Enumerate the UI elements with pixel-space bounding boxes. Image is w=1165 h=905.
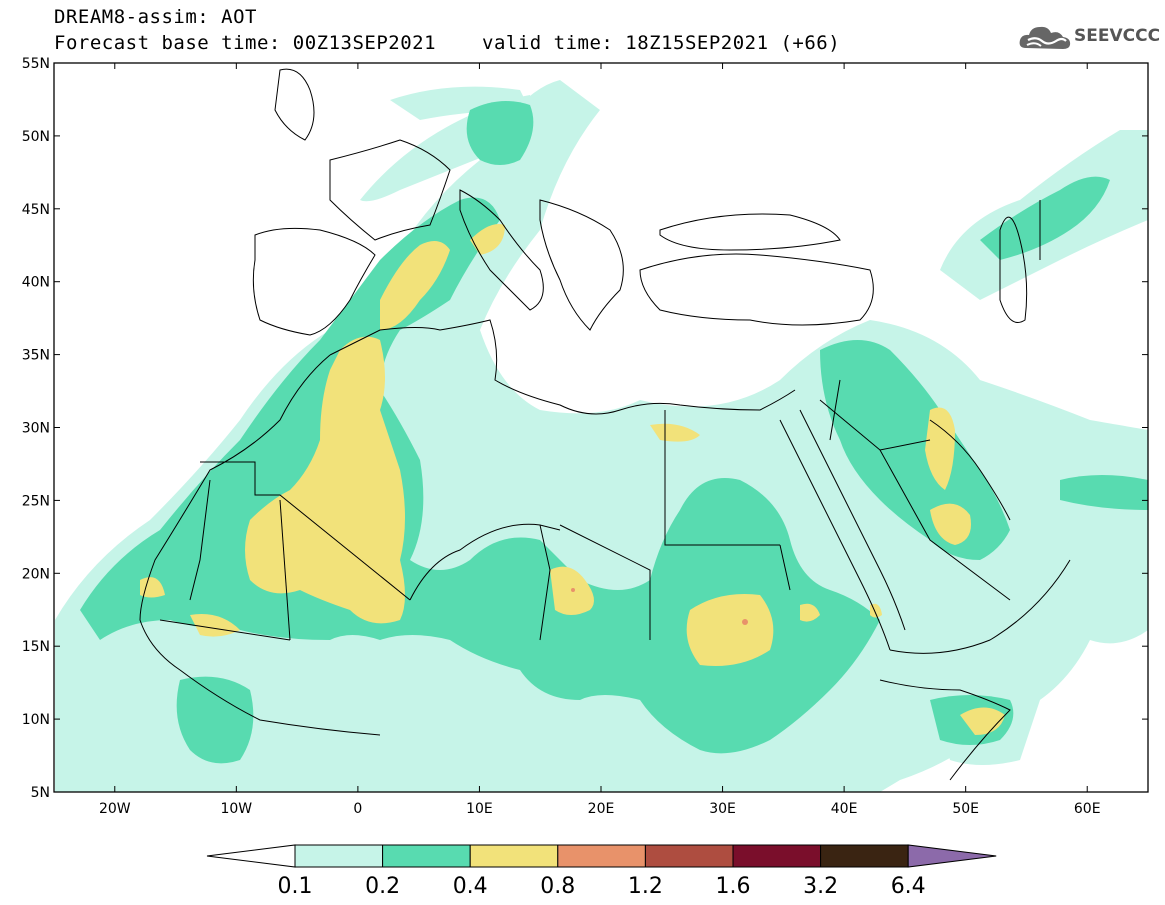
colorbar-box [382, 844, 471, 868]
lat-label: 20N [22, 566, 50, 582]
coastlines [139, 68, 1071, 781]
colorbar-label: 0.2 [365, 874, 400, 899]
lat-label: 30N [22, 421, 50, 437]
colorbar-label: 1.6 [716, 874, 751, 899]
colorbar-label: 6.4 [891, 874, 926, 899]
lat-label: 15N [22, 639, 50, 655]
lat-label: 25N [22, 493, 50, 509]
colorbar-box [469, 844, 559, 868]
lon-label: 60E [1074, 801, 1101, 817]
colorbar-label: 0.8 [540, 874, 575, 899]
colorbar-under [206, 844, 296, 868]
colorbar-box [294, 844, 384, 868]
lon-label: 20W [99, 801, 131, 817]
lon-label: 50E [952, 801, 979, 817]
lon-label: 40E [831, 801, 858, 817]
lat-label: 45N [22, 202, 50, 218]
colorbar-labels: 0.1 0.2 0.4 0.8 1.2 1.6 3.2 6.4 [278, 874, 926, 899]
colorbar-label: 1.2 [628, 874, 663, 899]
colorbar-label: 3.2 [803, 874, 838, 899]
lat-label: 40N [22, 275, 50, 291]
lon-labels: 20W 10W 0 10E 20E 30E 40E 50E 60E [99, 801, 1101, 817]
colorbar-over [907, 844, 997, 868]
aot-level-0-2 [80, 101, 1148, 764]
aot-level-0-8 [571, 588, 748, 625]
colorbar-label: 0.4 [453, 874, 488, 899]
lat-label: 5N [31, 785, 50, 801]
logo-text: SEEVCCC [1074, 26, 1161, 46]
forecast-base-time: Forecast base time: 00Z13SEP2021 [54, 32, 437, 54]
lat-label: 35N [22, 348, 50, 364]
seevccc-logo: SEEVCCC [1018, 22, 1161, 54]
lat-labels: 55N 50N 45N 40N 35N 30N 25N 20N 15N 10N 5N [22, 56, 50, 801]
colorbar-box [732, 844, 822, 868]
lon-label: 10W [220, 801, 252, 817]
lon-label: 10E [466, 801, 493, 817]
aot-level-0-4 [140, 224, 1005, 735]
lat-label: 10N [22, 712, 50, 728]
cloud-icon [1019, 26, 1071, 49]
colorbar-box [557, 844, 646, 868]
colorbar-box [644, 844, 734, 868]
lon-label: 20E [588, 801, 615, 817]
map-title: DREAM8-assim: AOT [54, 6, 257, 28]
colorbar-box [820, 844, 909, 868]
valid-time: valid time: 18Z15SEP2021 (+66) [482, 32, 841, 54]
lat-label: 55N [22, 56, 50, 72]
colorbar-label: 0.1 [278, 874, 313, 899]
lon-label: 0 [353, 801, 362, 817]
colorbar-boxes [206, 844, 997, 868]
axis-ticks [54, 62, 1148, 793]
lon-label: 30E [709, 801, 736, 817]
aot-field [54, 63, 1148, 792]
lat-label: 50N [22, 129, 50, 145]
